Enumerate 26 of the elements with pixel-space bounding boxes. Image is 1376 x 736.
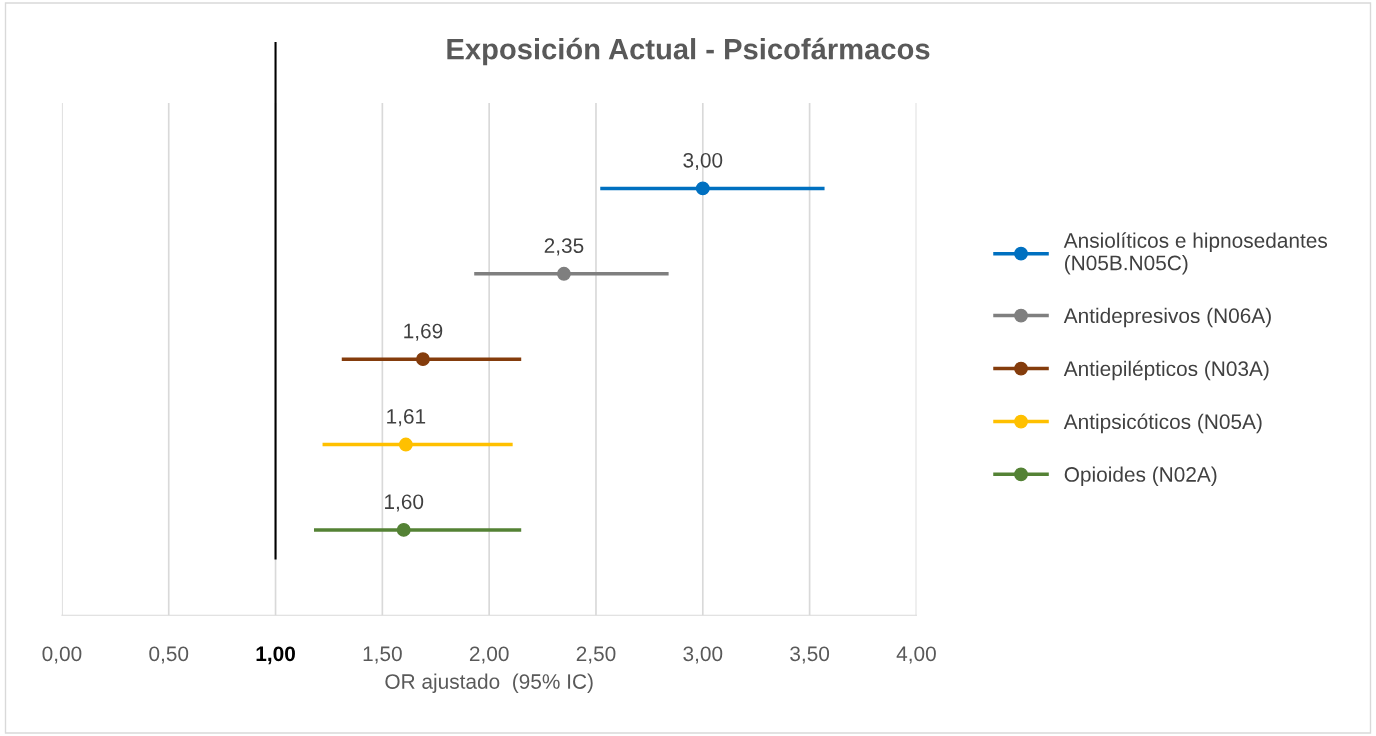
legend-label: Antipsicóticos (N05A)	[1063, 413, 1262, 434]
data-label: 1,60	[385, 494, 424, 512]
x-tick-label: 0,50	[149, 646, 189, 664]
point	[695, 181, 710, 196]
point	[396, 522, 411, 537]
data-label: 3,00	[683, 152, 723, 171]
point	[398, 437, 413, 452]
x-tick-label: 2,50	[576, 646, 616, 664]
x-tick-label: 1,50	[363, 646, 402, 664]
data-label: 1,61	[387, 409, 426, 427]
x-axis-title: OR ajustado (95% IC)	[385, 673, 593, 694]
data-label: 1,69	[404, 323, 443, 341]
legend-label: Ansiolíticos e hipnosedantes (N05B.N05C)	[1063, 232, 1328, 275]
x-tick-label: 1,00	[256, 646, 295, 665]
point	[556, 266, 571, 281]
legend-label: Antidepresivos (N06A)	[1063, 307, 1271, 328]
point	[415, 352, 430, 367]
legend-label: Opioides (N02A)	[1064, 466, 1217, 486]
x-tick-label: 4,00	[896, 646, 936, 664]
x-tick-label: 3,50	[790, 646, 830, 664]
chart-title: Exposición Actual - Psicofármacos	[447, 37, 930, 66]
data-label: 2,35	[544, 238, 584, 256]
x-tick-label: 2,00	[469, 646, 509, 664]
x-tick-label: 0,00	[42, 646, 82, 664]
legend-label: Antiepilépticos (N03A)	[1063, 360, 1269, 381]
x-tick-label: 3,00	[683, 646, 723, 664]
